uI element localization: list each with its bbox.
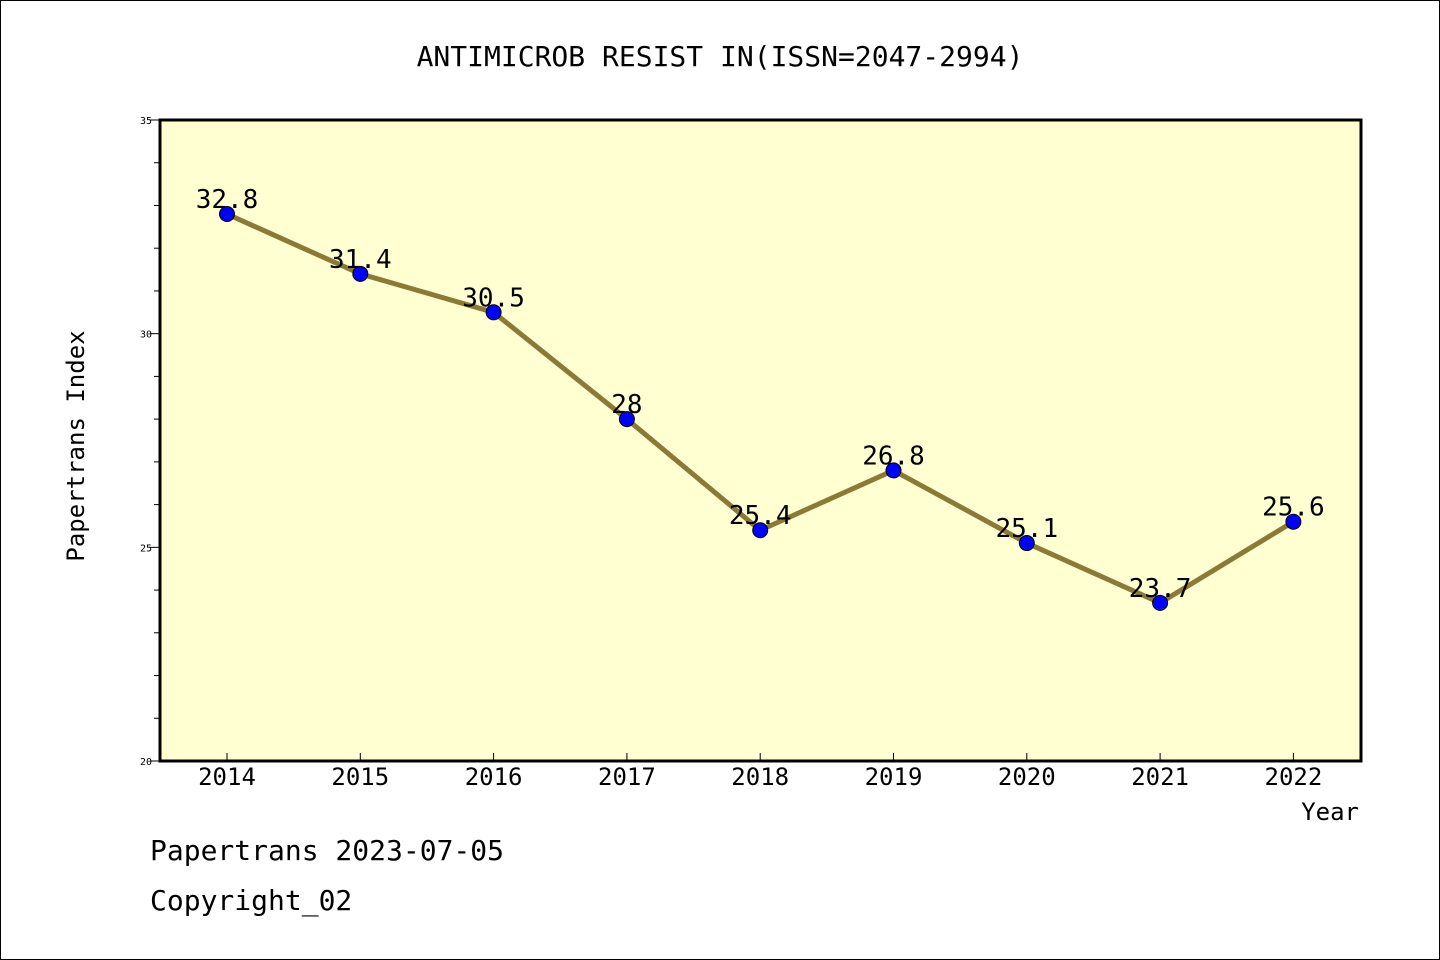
- data-point: [1285, 513, 1302, 530]
- x-tick-label: 2016: [465, 763, 523, 791]
- data-label: 28: [611, 390, 642, 420]
- x-tick-label: 2015: [331, 763, 389, 791]
- data-label: 25.1: [995, 514, 1058, 544]
- y-tick-label: 25: [140, 543, 152, 554]
- plot-area: [160, 120, 1361, 761]
- series-markers: [219, 206, 1302, 611]
- data-point: [618, 411, 635, 428]
- x-tick-label: 2020: [998, 763, 1056, 791]
- data-point: [1018, 535, 1035, 552]
- y-axis-ticks: 20 25 30 35: [140, 116, 160, 768]
- y-tick-label: 35: [140, 116, 152, 127]
- data-label: 32.8: [196, 185, 259, 215]
- data-point: [219, 206, 235, 223]
- footer-date: Papertrans 2023-07-05: [150, 834, 505, 867]
- data-point: [885, 462, 902, 479]
- x-tick-label: 2022: [1265, 763, 1323, 791]
- x-tick-label: 2018: [731, 763, 789, 791]
- x-tick-label: 2014: [198, 763, 256, 791]
- y-tick-label: 30: [140, 330, 152, 341]
- data-label: 25.6: [1262, 493, 1325, 523]
- data-point: [1152, 594, 1169, 611]
- x-tick-label: 2017: [598, 763, 656, 791]
- x-tick-label: 2019: [865, 763, 923, 791]
- chart-title: ANTIMICROB RESIST IN(ISSN=2047-2994): [417, 40, 1024, 73]
- footer-copyright: Copyright_02: [150, 884, 353, 917]
- data-point: [752, 522, 769, 539]
- x-axis-ticks: 2014 2015 2016 2017 2018 2019 2020 2021 2022: [198, 753, 1322, 791]
- data-label: 30.5: [462, 283, 525, 313]
- y-axis-label: Papertrans Index: [62, 330, 90, 561]
- plot-border: [158, 118, 1363, 763]
- x-tick-label: 2021: [1131, 763, 1189, 791]
- x-axis-label: Year: [1301, 798, 1359, 826]
- data-labels: 32.8 31.4 30.5 28 25.4 26.8 25.1 23.7 25.6: [196, 185, 1325, 604]
- data-label: 26.8: [862, 441, 925, 471]
- data-point: [485, 304, 502, 321]
- data-label: 25.4: [729, 501, 792, 531]
- data-label: 31.4: [329, 245, 392, 275]
- data-point: [352, 265, 369, 282]
- y-tick-label: 20: [140, 757, 152, 768]
- data-label: 23.7: [1129, 574, 1192, 604]
